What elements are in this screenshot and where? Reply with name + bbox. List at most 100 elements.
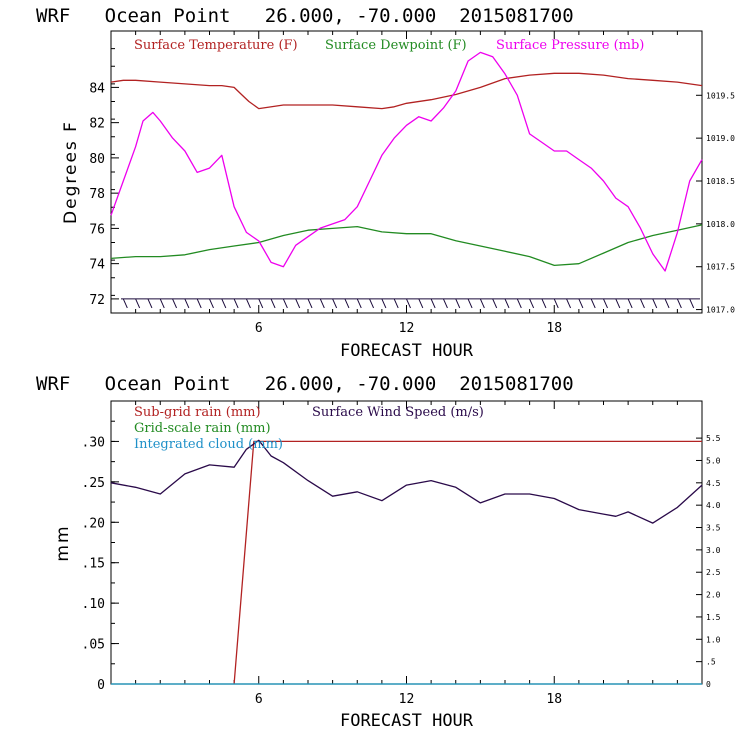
y2-tick-label: 1019.5 xyxy=(706,91,735,100)
series-line-sub-grid-rain xyxy=(233,440,702,685)
y2-tick-label: 1.5 xyxy=(706,613,721,622)
wind-barb xyxy=(627,298,633,309)
y-tick-label: 84 xyxy=(89,81,105,96)
y-tick-label: 0 xyxy=(97,678,105,693)
wind-barb xyxy=(529,298,535,309)
wind-barb xyxy=(467,298,473,309)
wind-barb xyxy=(356,298,362,309)
x-axis-label: FORECAST HOUR xyxy=(340,711,474,731)
wind-barb xyxy=(147,298,153,309)
legend-entry: Surface Wind Speed (m/s) xyxy=(312,405,484,420)
wind-barb xyxy=(295,298,301,309)
y-tick-label: 82 xyxy=(89,117,105,132)
wind-barb xyxy=(369,298,375,309)
wind-barb xyxy=(664,298,670,309)
wind-barb xyxy=(245,298,251,309)
wind-barb xyxy=(516,298,522,309)
wind-barb xyxy=(196,298,202,309)
y2-tick-label: 3.5 xyxy=(706,524,721,533)
wind-barb xyxy=(122,298,128,309)
wind-barb xyxy=(406,298,411,309)
y-tick-label: .15 xyxy=(82,557,105,572)
y2-tick-label: 1018.0 xyxy=(706,220,735,229)
series-line-surface-wind-speed xyxy=(110,439,703,524)
y-tick-label: 76 xyxy=(89,222,105,237)
y-tick-label: 78 xyxy=(89,187,105,202)
y2-tick-label: 2.5 xyxy=(706,568,721,577)
y-axis-label: Degrees F xyxy=(61,120,81,224)
legend-entry: Grid-scale rain (mm) xyxy=(134,421,271,436)
wind-barb xyxy=(233,298,239,309)
y-tick-label: .25 xyxy=(82,476,105,491)
y2-tick-label: 5.0 xyxy=(706,456,721,465)
y2-tick-label: 4.5 xyxy=(706,479,721,488)
wind-barb xyxy=(332,298,338,309)
wind-barb xyxy=(676,298,682,309)
x-tick-label: 18 xyxy=(546,692,562,707)
wind-barb xyxy=(541,298,547,309)
wind-barb xyxy=(307,298,313,309)
wind-barb xyxy=(566,298,572,309)
y2-tick-label: 5.5 xyxy=(706,434,721,443)
y2-tick-label: 1018.5 xyxy=(706,177,735,186)
wind-barb xyxy=(590,298,596,309)
y2-tick-label: 1019.0 xyxy=(706,134,735,143)
legend-entry: Surface Dewpoint (F) xyxy=(325,38,467,53)
series-line-surface-pressure xyxy=(110,51,703,272)
wind-barb xyxy=(442,298,448,309)
wind-barb xyxy=(393,298,399,309)
wind-barb xyxy=(492,298,498,309)
wind-barbs xyxy=(121,298,700,309)
chart-title: WRF Ocean Point 26.000, -70.000 20150817… xyxy=(36,373,574,395)
chart-panel-2: WRF Ocean Point 26.000, -70.000 20150817… xyxy=(36,373,721,731)
chart-title: WRF Ocean Point 26.000, -70.000 20150817… xyxy=(36,5,574,27)
wind-barb xyxy=(344,298,350,309)
wind-barb xyxy=(135,298,141,309)
wind-barb xyxy=(184,298,190,309)
y-tick-label: .05 xyxy=(82,638,105,653)
wind-barb xyxy=(455,298,461,309)
wind-barb xyxy=(319,298,325,309)
legend-entry: Integrated cloud (mm) xyxy=(134,437,283,452)
legend-entry: Surface Temperature (F) xyxy=(134,38,298,53)
wind-barb xyxy=(479,298,485,309)
y2-tick-label: .5 xyxy=(706,658,716,667)
series-line-surface-temperature xyxy=(110,72,703,110)
wind-barb xyxy=(221,298,227,309)
y-tick-label: 80 xyxy=(89,152,105,167)
x-tick-label: 12 xyxy=(399,321,415,336)
wind-barb xyxy=(553,298,559,309)
y2-tick-label: 0 xyxy=(706,680,711,689)
y2-tick-label: 1017.5 xyxy=(706,263,735,272)
wind-barb xyxy=(639,298,645,309)
y-axis-label: mm xyxy=(53,524,73,561)
wind-barb xyxy=(159,298,165,309)
wind-barb xyxy=(689,298,695,309)
y2-tick-label: 4.0 xyxy=(706,501,721,510)
y-tick-label: 74 xyxy=(89,258,105,273)
wind-barb xyxy=(418,298,424,309)
y-tick-label: .30 xyxy=(82,435,105,450)
wind-barb xyxy=(282,298,288,309)
x-tick-label: 6 xyxy=(255,321,263,336)
wind-barb xyxy=(504,298,510,309)
legend-entry: Sub-grid rain (mm) xyxy=(134,405,261,420)
wind-barb xyxy=(615,298,621,309)
y2-tick-label: 3.0 xyxy=(706,546,721,555)
chart-panel-1: WRF Ocean Point 26.000, -70.000 20150817… xyxy=(36,5,735,361)
wind-barb xyxy=(430,298,436,309)
wind-barb xyxy=(578,298,584,309)
wind-barb xyxy=(652,298,658,309)
wind-barb xyxy=(270,298,276,309)
wind-barb xyxy=(258,298,264,309)
wind-barb xyxy=(209,298,214,309)
x-tick-label: 12 xyxy=(399,692,415,707)
x-axis-label: FORECAST HOUR xyxy=(340,341,474,361)
series-line-surface-dewpoint xyxy=(110,224,703,267)
y2-tick-label: 1.0 xyxy=(706,635,721,644)
x-tick-label: 6 xyxy=(255,692,263,707)
y-tick-label: .20 xyxy=(82,516,105,531)
wind-barb xyxy=(381,298,387,309)
y-tick-label: 72 xyxy=(89,293,105,308)
